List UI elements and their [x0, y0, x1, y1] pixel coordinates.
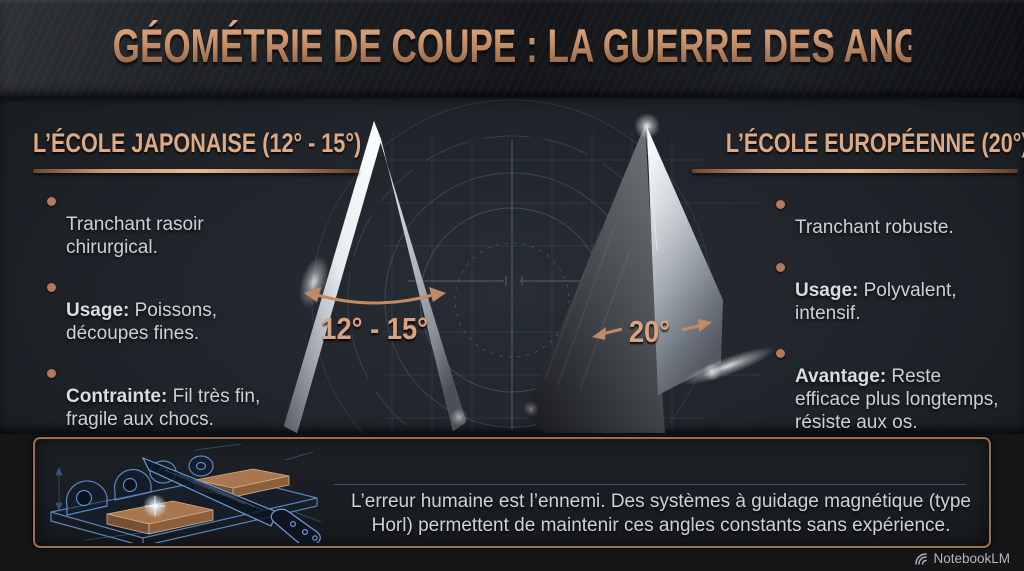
list-item: Contrainte: Fil très fin, fragile aux ch… [44, 362, 344, 431]
mastery-body-text: L’erreur humaine est l’ennemi. Des systè… [351, 491, 971, 536]
japanese-school-heading: L’ÉCOLE JAPONAISE (12° - 15°) [33, 128, 362, 158]
blade-cross-section-diagram [283, 99, 776, 434]
japanese-feature-list: Tranchant rasoir chirurgical. Usage: Poi… [44, 190, 344, 448]
japanese-heading-underline [33, 169, 359, 173]
list-item: Tranchant rasoir chirurgical. [44, 190, 344, 259]
list-item: Usage: Poissons, découpes fines. [44, 276, 344, 345]
left-arrow-icon [592, 327, 623, 340]
double-headed-arrow-icon [304, 287, 446, 305]
comparison-section-background [0, 97, 1024, 434]
mastery-divider [334, 484, 966, 485]
mastery-panel: MAÎTRISER L’ANGLE L’erreur humaine est l… [33, 437, 991, 548]
bullet-icon [47, 369, 56, 378]
bullet-icon [776, 263, 785, 272]
european-angle-label: 20° [628, 314, 670, 349]
watermark: NotebookLM [914, 551, 1010, 566]
european-feature-list: Tranchant robuste. Usage: Polyvalent, in… [773, 193, 1023, 451]
page-title: GÉOMÉTRIE DE COUPE : LA GUERRE DES ANGLE… [112, 18, 990, 73]
knife-sharpener-illustration [50, 443, 322, 543]
watermark-label: NotebookLM [933, 551, 1010, 566]
mastery-heading: MAÎTRISER L’ANGLE [35, 447, 989, 478]
european-school-heading: L’ÉCOLE EUROPÉENNE (20°) [725, 128, 1024, 158]
title-banner: GÉOMÉTRIE DE COUPE : LA GUERRE DES ANGLE… [0, 0, 1024, 97]
bullet-icon [776, 200, 785, 209]
notebooklm-logo-icon [915, 552, 928, 565]
bullet-icon [47, 283, 56, 292]
bullet-icon [776, 349, 785, 358]
bullet-icon [47, 197, 56, 206]
right-arrow-icon [681, 319, 712, 332]
list-item: Avantage: Reste efficace plus longtemps,… [773, 342, 1023, 434]
japanese-blade-cross-section [283, 120, 467, 434]
japanese-angle-label: 12° - 15° [321, 311, 429, 346]
european-heading-underline [692, 169, 1018, 173]
list-item: Tranchant robuste. [773, 193, 1023, 239]
list-item: Usage: Polyvalent, intensif. [773, 256, 1023, 325]
